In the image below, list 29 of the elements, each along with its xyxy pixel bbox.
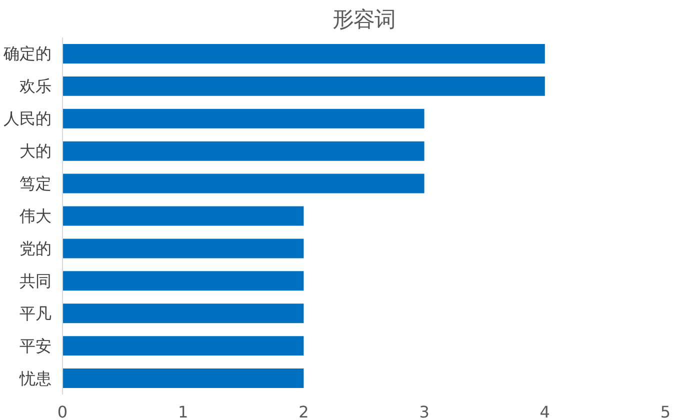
bar [62, 336, 304, 356]
x-tick-label: 3 [419, 402, 430, 420]
x-tick-label: 4 [540, 402, 550, 420]
bar [62, 368, 304, 388]
x-tick-label: 5 [660, 402, 671, 420]
y-tick-label: 确定的 [2, 44, 52, 64]
y-tick-label: 平安 [20, 336, 52, 356]
x-tick-label: 1 [178, 402, 188, 420]
y-tick-label: 大的 [20, 142, 52, 161]
x-tick-label: 0 [57, 402, 68, 420]
y-tick-label: 伟大 [20, 206, 52, 226]
y-tick-label: 欢乐 [20, 76, 52, 96]
y-tick-label: 笃定 [20, 174, 52, 194]
chart-title: 形容词 [332, 8, 396, 32]
y-tick-label: 忧患 [18, 368, 52, 388]
bar [62, 76, 545, 96]
bar [62, 141, 424, 161]
x-tick-label: 2 [298, 402, 309, 420]
y-tick-label: 共同 [20, 271, 52, 290]
bar [62, 271, 304, 291]
bar [62, 304, 304, 324]
y-tick-label: 人民的 [4, 109, 52, 128]
bar [62, 174, 424, 194]
bar [62, 108, 424, 128]
bar [62, 44, 545, 64]
bar [62, 206, 304, 226]
y-tick-label: 平凡 [20, 304, 52, 323]
y-tick-label: 党的 [20, 238, 52, 258]
bar [62, 238, 304, 258]
